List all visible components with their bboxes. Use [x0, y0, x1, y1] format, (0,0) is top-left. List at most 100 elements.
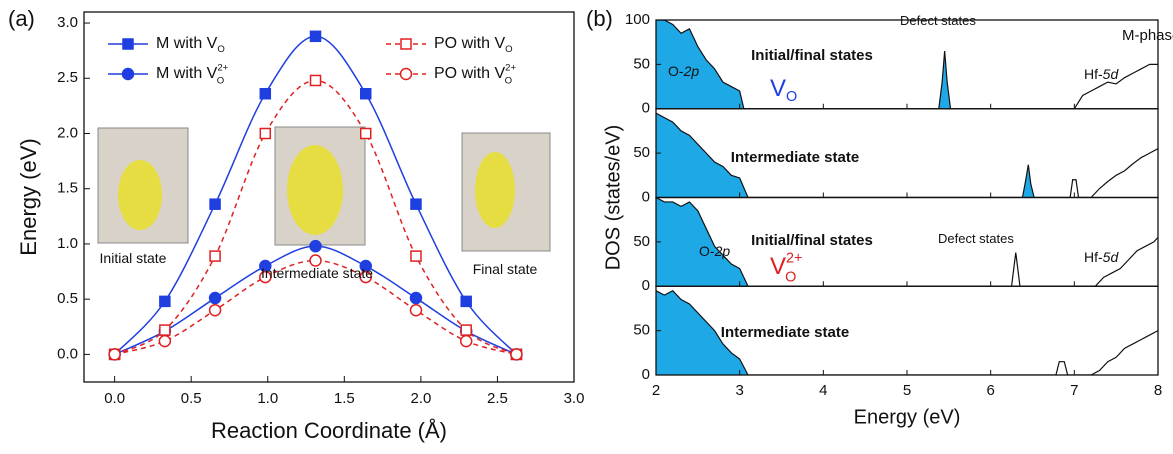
marker — [210, 293, 221, 304]
x-tick-label: 2.5 — [487, 390, 508, 407]
annotation: Initial/final states — [751, 232, 873, 249]
y-tick-label: 100 — [625, 11, 650, 28]
subscript: O — [786, 89, 797, 105]
y-axis-label: Energy (eV) — [16, 138, 41, 255]
marker — [411, 251, 421, 261]
x-tick-label: 2.0 — [410, 390, 431, 407]
italic-part: 2p — [683, 63, 700, 79]
text-part: M with V — [156, 65, 218, 82]
marker — [461, 336, 472, 347]
annotation: O-2p — [699, 243, 730, 259]
legend-label: M with VO — [156, 35, 225, 54]
annotation: Initial state — [100, 250, 167, 266]
marker — [159, 336, 170, 347]
legend-marker — [401, 69, 412, 80]
subplot — [656, 198, 1158, 287]
legend-label: PO with V2+O — [434, 62, 516, 86]
figure: (a)0.00.51.01.52.02.53.00.00.51.01.52.02… — [0, 0, 1173, 449]
y-tick-label: 3.0 — [57, 14, 78, 31]
text-part: M-phase — [1122, 27, 1173, 44]
text-part: Intermediate state — [261, 265, 373, 281]
inset-blob — [287, 145, 343, 235]
marker — [210, 251, 220, 261]
y-tick-label: 2.5 — [57, 69, 78, 86]
x-tick-label: 3 — [735, 382, 743, 399]
subscript: O — [217, 43, 224, 54]
text-part: V — [770, 75, 786, 102]
marker — [461, 325, 471, 335]
page: {"chart_data":[ {"type":"line","panel_la… — [0, 0, 1173, 454]
text-part: PO with V — [434, 65, 505, 82]
marker — [210, 305, 221, 316]
y-tick-label: 0.5 — [57, 290, 78, 307]
x-tick-label: 7 — [1070, 382, 1078, 399]
x-tick-label: 1.0 — [257, 390, 278, 407]
text-part: Initial/final states — [751, 47, 873, 64]
text-part: Final state — [473, 261, 538, 277]
marker — [411, 199, 421, 209]
y-tick-label: 0 — [642, 366, 650, 383]
marker — [410, 293, 421, 304]
marker — [160, 296, 170, 306]
text-part: Intermediate state — [731, 149, 859, 166]
inset-images — [98, 127, 550, 251]
text-part: Hf- — [1084, 66, 1103, 82]
annotation: Hf-5d — [1084, 249, 1119, 265]
y-tick-label: 0 — [642, 188, 650, 205]
inset-blob — [475, 152, 515, 228]
italic-part: 5d — [1103, 66, 1120, 82]
y-tick-label: 50 — [633, 233, 650, 250]
subscript: O — [217, 75, 224, 86]
text-part: V — [770, 253, 786, 280]
annotation: VO — [770, 75, 797, 105]
x-tick-label: 4 — [819, 382, 827, 399]
marker — [361, 89, 371, 99]
y-tick-label: 0 — [642, 277, 650, 294]
text-part: Defect states — [938, 231, 1014, 246]
superscript: 2+ — [786, 250, 802, 266]
inset-blob — [118, 160, 162, 230]
text-part: Initial state — [100, 250, 167, 266]
italic-part: 2p — [714, 243, 731, 259]
text-part: Defect states — [900, 13, 976, 28]
x-tick-label: 0.0 — [104, 390, 125, 407]
text-part: O- — [668, 63, 684, 79]
x-tick-label: 1.5 — [334, 390, 355, 407]
text-part: O- — [699, 243, 715, 259]
marker — [311, 31, 321, 41]
x-tick-label: 0.5 — [181, 390, 202, 407]
annotation: Final state — [473, 261, 538, 277]
annotation: Intermediate state — [261, 265, 373, 281]
marker — [109, 349, 120, 360]
marker — [311, 75, 321, 85]
x-tick-label: 3.0 — [564, 390, 585, 407]
subscript: O — [505, 43, 512, 54]
x-axis-label: Energy (eV) — [854, 406, 961, 428]
subscript: O — [785, 269, 796, 285]
marker — [310, 241, 321, 252]
marker — [210, 199, 220, 209]
superscript: 2+ — [217, 62, 228, 73]
y-tick-label: 50 — [633, 322, 650, 339]
text-part: Initial/final states — [751, 232, 873, 249]
text-part: M with V — [156, 35, 218, 52]
annotation: V2+ O — [770, 250, 802, 285]
y-tick-label: 0.0 — [57, 345, 78, 362]
x-tick-label: 2 — [652, 382, 660, 399]
x-tick-label: 6 — [986, 382, 994, 399]
y-tick-label: 2.0 — [57, 124, 78, 141]
marker — [511, 349, 522, 360]
marker — [361, 128, 371, 138]
text-part: Intermediate state — [721, 324, 849, 341]
annotation: Intermediate state — [721, 324, 849, 341]
subplot — [656, 20, 1158, 109]
legend-marker — [401, 39, 411, 49]
y-tick-label: 0 — [642, 100, 650, 117]
subscript: O — [505, 75, 512, 86]
annotation: Initial/final states — [751, 47, 873, 64]
y-tick-label: 1.0 — [57, 235, 78, 252]
marker — [260, 128, 270, 138]
marker — [160, 325, 170, 335]
legend-label: PO with VO — [434, 35, 513, 54]
annotation: O-2p — [668, 63, 699, 79]
